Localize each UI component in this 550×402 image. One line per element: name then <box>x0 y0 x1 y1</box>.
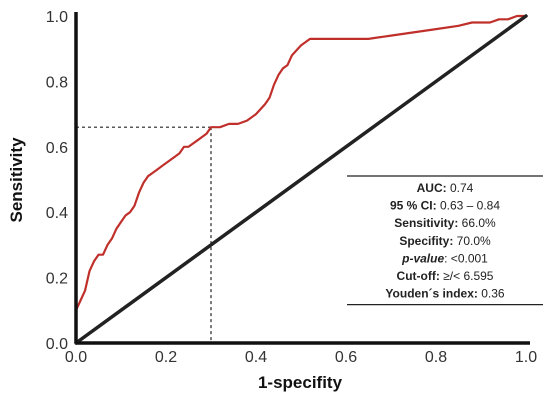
stat-value: : <0.001 <box>444 251 488 265</box>
y-tick-label: 0.8 <box>46 74 68 91</box>
stat-row: Sensitivity: 66.0% <box>394 216 496 230</box>
stat-row: Cut-off: ≥/< 6.595 <box>397 269 494 283</box>
stat-label: Youden´s index: <box>385 287 477 301</box>
stat-value: 0.74 <box>447 181 474 195</box>
stat-label: p-value <box>401 251 444 265</box>
stat-value: 0.63 – 0.84 <box>437 199 501 213</box>
y-tick-label: 0.2 <box>46 271 68 288</box>
stat-row: 95 % CI: 0.63 – 0.84 <box>390 199 500 213</box>
stat-row: Specifity: 70.0% <box>399 234 491 248</box>
stat-row: p-value: <0.001 <box>401 251 488 265</box>
y-tick-label: 1.0 <box>46 9 68 26</box>
stat-label: Specifity: <box>399 234 453 248</box>
y-tick-labels: 0.0 0.2 0.4 0.6 0.8 1.0 <box>46 9 68 353</box>
stat-label: AUC: <box>417 181 447 195</box>
y-tick-label: 0.0 <box>46 336 68 353</box>
x-tick-label: 1.0 <box>515 349 537 366</box>
x-tick-labels: 0.0 0.2 0.4 0.6 0.8 1.0 <box>65 349 537 366</box>
x-tick-label: 0.2 <box>155 349 177 366</box>
stat-label: Cut-off: <box>397 269 440 283</box>
axes <box>74 12 530 345</box>
stat-value: 66.0% <box>458 216 496 230</box>
series-layer <box>74 14 528 345</box>
stat-value: 0.36 <box>478 287 505 301</box>
stat-label: Sensitivity: <box>394 216 458 230</box>
x-tick-label: 0.0 <box>65 349 87 366</box>
x-axis-title: 1-specifity <box>258 373 343 392</box>
x-tick-label: 0.4 <box>245 349 267 366</box>
y-axis-title: Sensitivity <box>7 137 26 223</box>
stats-box: AUC: 0.74 95 % CI: 0.63 – 0.84 Sensitivity… <box>347 175 543 306</box>
stat-row: Youden´s index: 0.36 <box>385 287 504 301</box>
y-tick-label: 0.6 <box>46 140 68 157</box>
y-tick-label: 0.4 <box>46 205 68 222</box>
x-tick-label: 0.6 <box>335 349 357 366</box>
stat-value: ≥/< 6.595 <box>440 269 494 283</box>
stat-row: AUC: 0.74 <box>417 181 474 195</box>
cutoff-reference-lines <box>76 126 212 343</box>
stat-value: 70.0% <box>453 234 491 248</box>
stat-label: 95 % CI: <box>390 199 437 213</box>
roc-curve-line <box>74 14 528 345</box>
x-tick-label: 0.8 <box>425 349 447 366</box>
reference-diagonal-line <box>74 14 528 345</box>
